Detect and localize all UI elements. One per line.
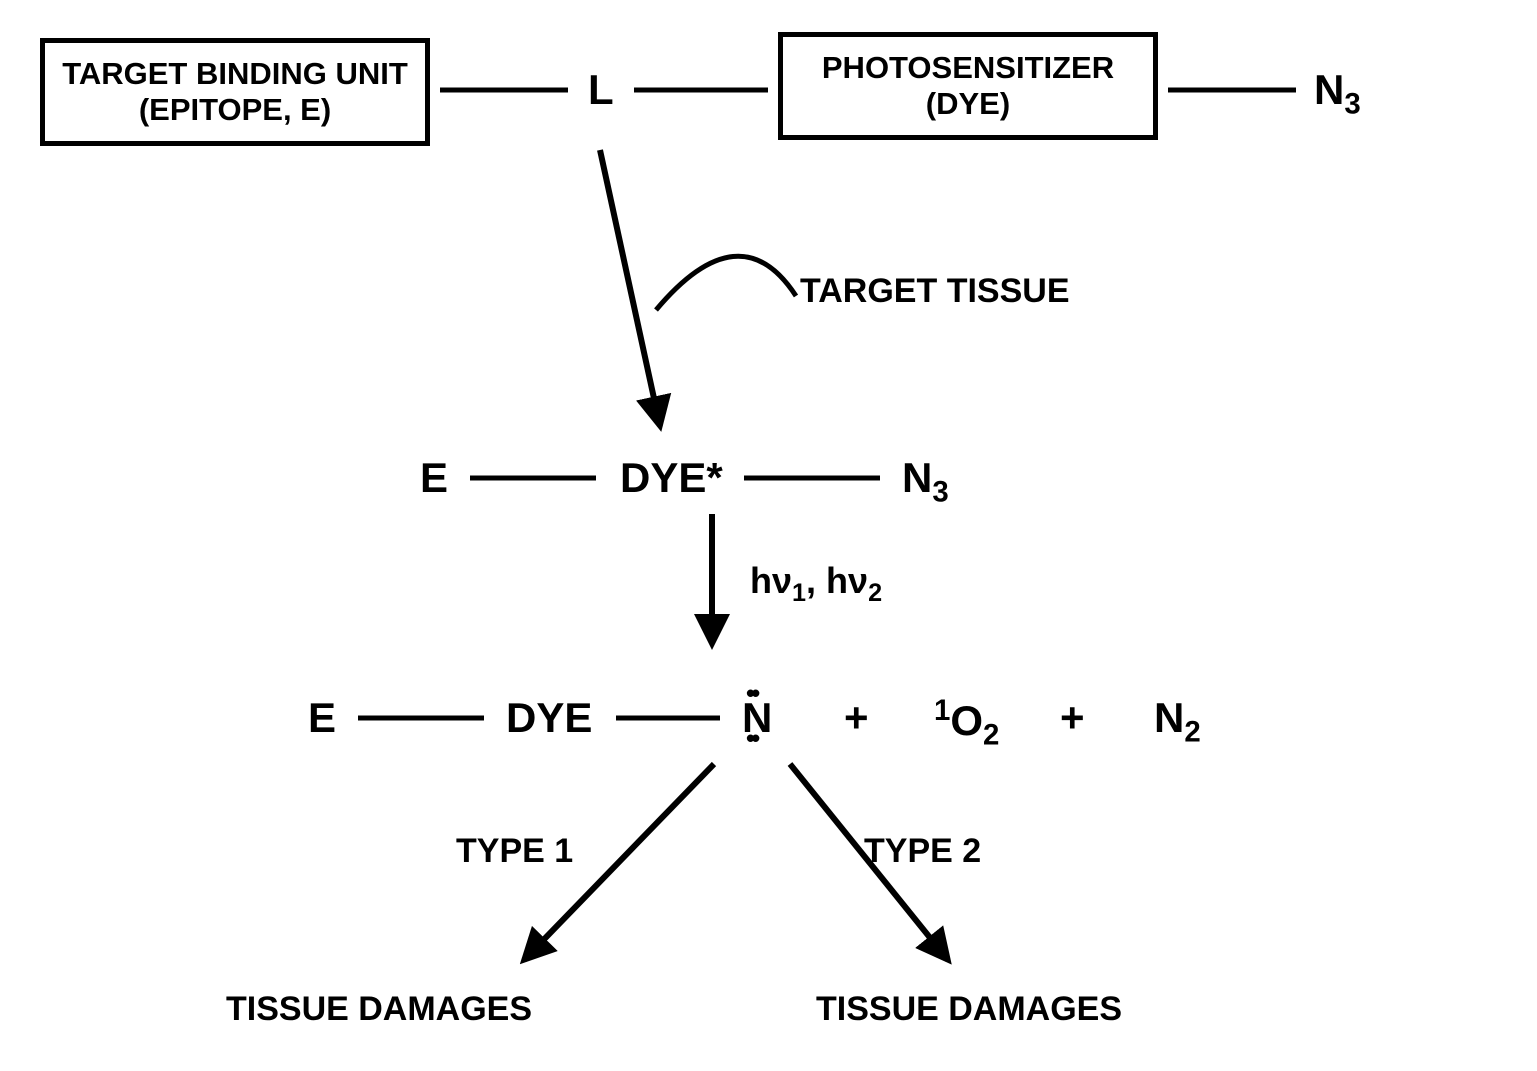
n3-top-n: N [1314, 66, 1344, 113]
hv1-sub: 1 [792, 579, 806, 607]
line3-dye: DYE [506, 694, 592, 742]
hv2-sub: 2 [868, 579, 882, 607]
box1-line2: (EPITOPE, E) [45, 92, 425, 128]
hv-label: hν1, hν2 [750, 560, 882, 608]
line2-dye: DYE* [620, 454, 723, 502]
edge-curve [656, 256, 796, 310]
target-tissue-text: TARGET TISSUE [800, 272, 1070, 310]
line3-n2: N2 [1154, 694, 1201, 749]
hv1-text: hν [750, 560, 792, 601]
nitrene-dots-bottom: •• [746, 723, 756, 754]
photosensitizer-box: PHOTOSENSITIZER (DYE) [778, 32, 1158, 140]
line3-n2-n: N [1154, 694, 1184, 741]
line3-plus1-text: + [844, 694, 869, 741]
line3-e: E [308, 694, 336, 742]
tissue-damages-2: TISSUE DAMAGES [816, 990, 1122, 1029]
type1-label: TYPE 1 [456, 832, 573, 871]
linker-l: L [588, 66, 614, 114]
edge-arrow1 [600, 150, 660, 426]
line3-n-nitrene: •• N •• [742, 694, 772, 742]
line2-e-text: E [420, 454, 448, 501]
line3-o2-pre: 1 [934, 694, 950, 727]
diagram-edges [0, 0, 1537, 1071]
line3-o2-sub: 2 [983, 718, 999, 751]
box1-line1: TARGET BINDING UNIT [45, 56, 425, 92]
n3-top-sub: 3 [1344, 87, 1360, 120]
target-binding-unit-box: TARGET BINDING UNIT (EPITOPE, E) [40, 38, 430, 146]
type2-text: TYPE 2 [864, 832, 981, 870]
hv2-text: hν [826, 560, 868, 601]
line3-n2-sub: 2 [1184, 715, 1200, 748]
nitrene-dots-top: •• [746, 678, 756, 709]
damages2-text: TISSUE DAMAGES [816, 990, 1122, 1028]
tissue-damages-1: TISSUE DAMAGES [226, 990, 532, 1029]
line2-n3-sub: 3 [932, 475, 948, 508]
line2-dye-text: DYE* [620, 454, 723, 501]
box2-line1: PHOTOSENSITIZER [783, 50, 1153, 86]
line3-plus1: + [844, 694, 869, 742]
line3-o2-o: O [950, 697, 983, 744]
line3-dye-text: DYE [506, 694, 592, 741]
line3-e-text: E [308, 694, 336, 741]
target-tissue-label: TARGET TISSUE [800, 272, 1070, 311]
type1-text: TYPE 1 [456, 832, 573, 870]
type2-label: TYPE 2 [864, 832, 981, 871]
box2-line2: (DYE) [783, 86, 1153, 122]
line3-plus2: + [1060, 694, 1085, 742]
linker-l-text: L [588, 66, 614, 113]
damages1-text: TISSUE DAMAGES [226, 990, 532, 1028]
line3-singlet-o2: 1O2 [934, 694, 999, 752]
line2-e: E [420, 454, 448, 502]
line3-plus2-text: + [1060, 694, 1085, 741]
hv-mid: , [806, 560, 826, 601]
n3-top: N3 [1314, 66, 1361, 121]
line2-n3: N3 [902, 454, 949, 509]
line2-n3-n: N [902, 454, 932, 501]
